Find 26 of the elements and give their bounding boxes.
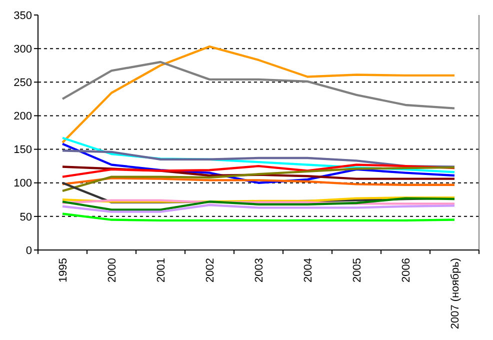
y-tick-label: 350 — [14, 10, 32, 22]
line-series — [61, 136, 456, 174]
x-tick-label: 1995 — [57, 258, 70, 282]
y-tick-label: 250 — [14, 76, 32, 89]
x-tick-label: 2007 (ноябрь) — [449, 258, 462, 330]
x-tick-label: 2006 — [400, 258, 412, 282]
x-tick-label: 2004 — [302, 258, 314, 282]
line-series — [61, 45, 456, 144]
y-tick-label: 150 — [14, 144, 32, 156]
x-tick-label: 2000 — [106, 258, 118, 282]
x-tick-label: 2003 — [253, 258, 266, 282]
line-series — [61, 204, 456, 213]
y-tick-label: 50 — [20, 211, 32, 224]
y-tick-label: 300 — [14, 43, 32, 56]
y-tick-label: 0 — [26, 244, 32, 257]
y-tick-label: 100 — [14, 178, 32, 190]
line-series — [61, 166, 456, 192]
line-series — [61, 177, 456, 186]
line-series — [61, 150, 456, 168]
line-series — [61, 142, 456, 184]
line-series — [61, 197, 456, 211]
x-tick-label: 2005 — [351, 258, 364, 282]
x-tick-label: 2002 — [204, 258, 216, 282]
line-series — [61, 60, 456, 110]
x-tick-label: 2001 — [155, 258, 168, 282]
y-tick-label: 200 — [14, 110, 32, 123]
